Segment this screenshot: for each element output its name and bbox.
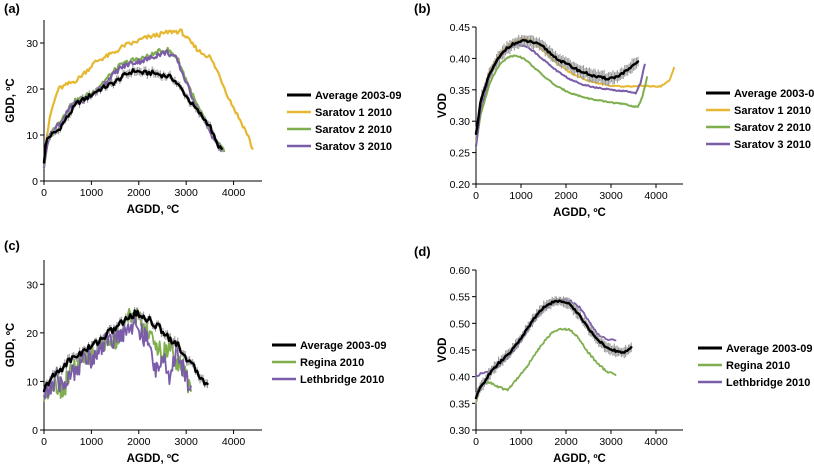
x-tick-label: 2000 (554, 436, 578, 448)
legend-label: Saratov 2 2010 (734, 122, 811, 134)
legend-label: Lethbridge 2010 (300, 374, 384, 386)
y-tick-label: 0.30 (450, 116, 471, 128)
y-tick-label: 0.50 (450, 318, 471, 330)
panel-label: (c) (4, 238, 20, 253)
legend-label: Saratov 1 2010 (315, 107, 392, 119)
legend-label: Saratov 2 2010 (315, 124, 392, 136)
y-tick-label: 0.45 (450, 345, 471, 357)
y-tick-label: 10 (26, 376, 38, 388)
y-axis-label: GDD, ºC (5, 78, 17, 122)
y-tick-label: 0.45 (450, 22, 471, 34)
x-tick-label: 4000 (222, 187, 246, 199)
x-tick-label: 2000 (127, 436, 151, 448)
series-line (475, 327, 617, 405)
x-tick-label: 0 (41, 187, 47, 199)
y-tick-label: 0.30 (450, 425, 471, 437)
series-line (475, 54, 648, 148)
y-tick-label: 0.40 (450, 372, 471, 384)
y-tick-label: 30 (26, 279, 38, 291)
series-line (42, 309, 209, 393)
y-tick-label: 10 (26, 130, 38, 142)
y-axis-label: VOD (437, 338, 449, 363)
x-tick-label: 1000 (80, 187, 104, 199)
y-tick-label: 20 (26, 84, 38, 96)
y-tick-label: 0 (32, 425, 38, 437)
x-tick-label: 4000 (644, 190, 668, 202)
panel-label: (a) (4, 1, 20, 16)
panel-d: (d) 0.30 0.35 0.40 0.45 0.50 0.55 0.60 0 1000 200… (414, 244, 812, 465)
series-line (43, 314, 192, 400)
legend-label: Saratov 1 2010 (734, 105, 811, 117)
x-tick-label: 2000 (127, 187, 151, 199)
series-line (42, 28, 254, 169)
y-axis-label: GDD, ºC (5, 323, 17, 367)
x-axis-label: AGDD, ºC (553, 207, 606, 219)
legend-label: Lethbridge 2010 (726, 377, 810, 389)
x-tick-label: 3000 (174, 187, 198, 199)
y-tick-label: 0.25 (450, 148, 471, 160)
series-line (475, 37, 675, 141)
y-tick-label: 0.35 (450, 398, 471, 410)
x-axis-label: AGDD, ºC (127, 453, 180, 465)
x-tick-label: 4000 (644, 436, 668, 448)
x-axis-label: AGDD, ºC (127, 204, 180, 216)
legend-label: Average 2003-09 (315, 90, 401, 102)
x-tick-label: 1000 (509, 436, 533, 448)
legend-label: Average 2003-09 (726, 343, 812, 355)
y-tick-label: 0.40 (450, 53, 471, 65)
x-tick-label: 1000 (80, 436, 104, 448)
x-tick-label: 0 (473, 436, 479, 448)
legend-label: Average 2003-09 (734, 88, 814, 100)
x-tick-label: 3000 (599, 436, 623, 448)
x-tick-label: 4000 (222, 436, 246, 448)
legend-label: Saratov 3 2010 (734, 139, 811, 151)
y-tick-label: 0.60 (450, 265, 471, 277)
series-line (474, 38, 640, 135)
x-tick-label: 0 (473, 190, 479, 202)
legend-label: Regina 2010 (726, 360, 790, 372)
series-line (474, 299, 633, 400)
panel-c: (c) 0 10 20 30 0 1000 2000 3000 4000 AGDD, ºC GDD,… (4, 238, 386, 465)
series-line (42, 68, 223, 164)
y-tick-label: 0.35 (450, 85, 471, 97)
y-axis-label: VOD (437, 93, 449, 118)
x-tick-label: 0 (41, 436, 47, 448)
x-axis-label: AGDD, ºC (553, 453, 606, 465)
legend-label: Saratov 3 2010 (315, 141, 392, 153)
x-tick-label: 3000 (599, 190, 623, 202)
y-tick-label: 20 (26, 328, 38, 340)
y-tick-label: 30 (26, 38, 38, 50)
x-tick-label: 1000 (509, 190, 533, 202)
panel-label: (d) (414, 244, 431, 259)
legend-label: Average 2003-09 (300, 340, 386, 352)
y-tick-label: 0.20 (450, 179, 471, 191)
y-tick-label: 0.55 (450, 292, 471, 304)
panel-a: (a) 0 10 20 30 0 1000 2000 3000 4000 AGDD, ºC GDD,… (4, 1, 401, 216)
y-tick-label: 0 (32, 176, 38, 188)
x-tick-label: 2000 (554, 190, 578, 202)
x-tick-label: 3000 (174, 436, 198, 448)
panel-b: (b) 0.20 0.25 0.30 0.35 0.40 0.45 0 1000 2000 300… (414, 1, 814, 219)
legend-label: Regina 2010 (300, 357, 364, 369)
panel-label: (b) (414, 1, 431, 16)
